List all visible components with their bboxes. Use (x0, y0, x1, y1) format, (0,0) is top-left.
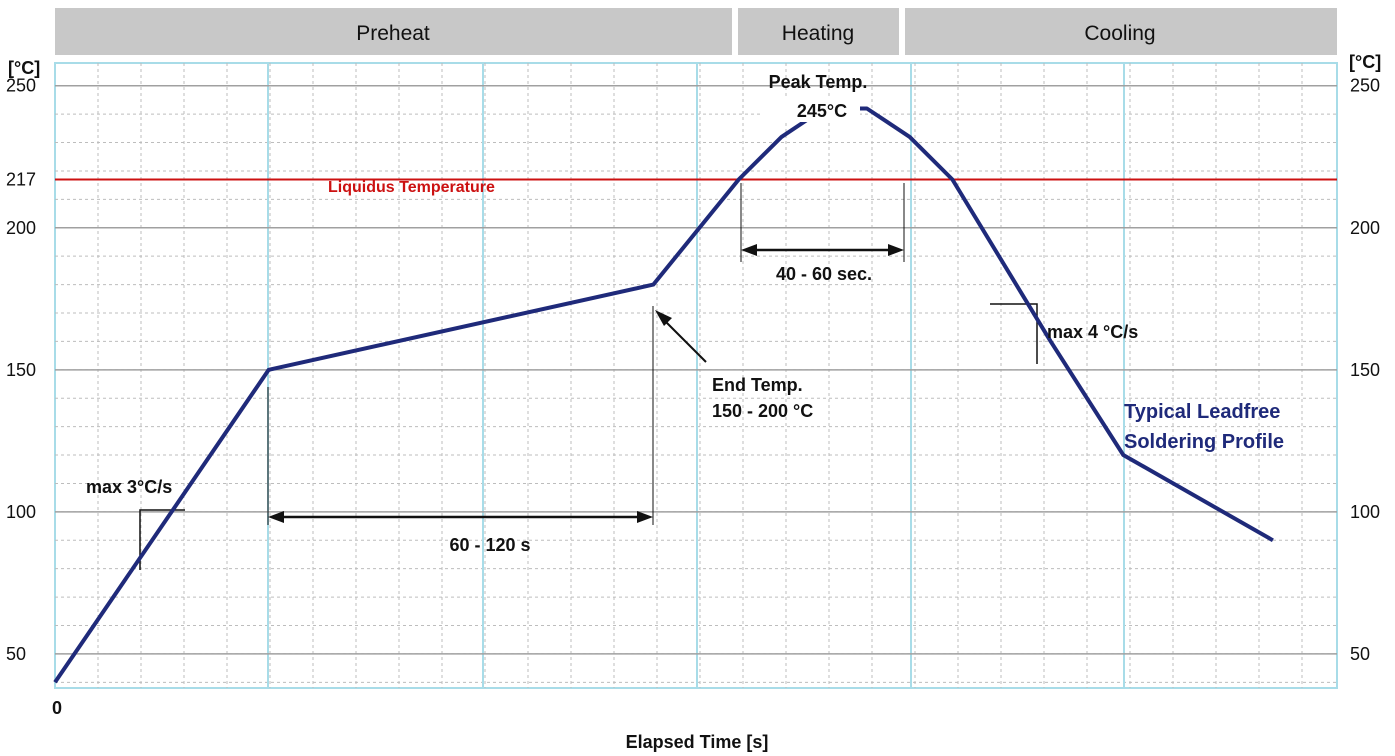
y-ticks-left: 50 100 150 200 217 250 (6, 76, 36, 664)
y-tick-label-right: 250 (1350, 76, 1380, 96)
end-temp-label-2: 150 - 200 °C (712, 401, 813, 421)
y-tick-label-left: 200 (6, 218, 36, 238)
profile-name-label-2: Soldering Profile (1124, 431, 1284, 453)
y-unit-right: [°C] (1349, 52, 1381, 72)
series-line-profile (53, 106, 1274, 684)
tal-arrow-right (888, 244, 904, 256)
phase-label-heating: Heating (782, 22, 854, 45)
end-temp-pointer (661, 317, 707, 363)
x-tick-zero: 0 (52, 698, 62, 718)
soak-time-label: 60 - 120 s (449, 535, 530, 555)
end-temp-label-1: End Temp. (712, 375, 803, 395)
y-tick-label-right: 100 (1350, 502, 1380, 522)
y-tick-label-left: 217 (6, 169, 36, 189)
peak-label-bg (760, 98, 860, 122)
y-tick-label-left: 50 (6, 644, 26, 664)
y-ticks-right: 50 100 150 200 250 (1350, 76, 1380, 664)
y-tick-label-left: 100 (6, 502, 36, 522)
soak-arrow-right (637, 511, 653, 523)
peak-temp-label-1: Peak Temp. (769, 72, 868, 92)
phase-label-preheat: Preheat (356, 22, 430, 45)
tal-label: 40 - 60 sec. (776, 264, 872, 284)
phase-header: Preheat Heating Cooling (55, 8, 1337, 55)
annotation-graphics (139, 183, 1038, 570)
y-tick-label-right: 50 (1350, 644, 1370, 664)
phase-box-cooling (905, 8, 1337, 55)
major-grid (55, 63, 1337, 688)
y-tick-label-right: 200 (1350, 218, 1380, 238)
liquidus-label: Liquidus Temperature (328, 179, 495, 196)
y-unit-left: [°C] (8, 58, 40, 78)
phase-box-heating (738, 8, 899, 55)
phase-label-cooling: Cooling (1084, 22, 1155, 45)
ramp-rate-label: max 3°C/s (86, 477, 172, 497)
soak-arrow-left (268, 511, 284, 523)
y-tick-label-left: 150 (6, 360, 36, 380)
profile-name-label-1: Typical Leadfree (1124, 401, 1280, 423)
phase-box-preheat (55, 8, 732, 55)
tal-arrow-left (741, 244, 757, 256)
cool-rate-label: max 4 °C/s (1047, 322, 1138, 342)
y-tick-label-left: 250 (6, 76, 36, 96)
x-axis-label: Elapsed Time [s] (626, 732, 769, 752)
peak-temp-label-2: 245°C (797, 101, 847, 121)
end-temp-arrowhead (655, 310, 672, 326)
y-tick-label-right: 150 (1350, 360, 1380, 380)
ramp-slope-marker (139, 509, 185, 570)
cool-slope-marker (990, 303, 1038, 364)
